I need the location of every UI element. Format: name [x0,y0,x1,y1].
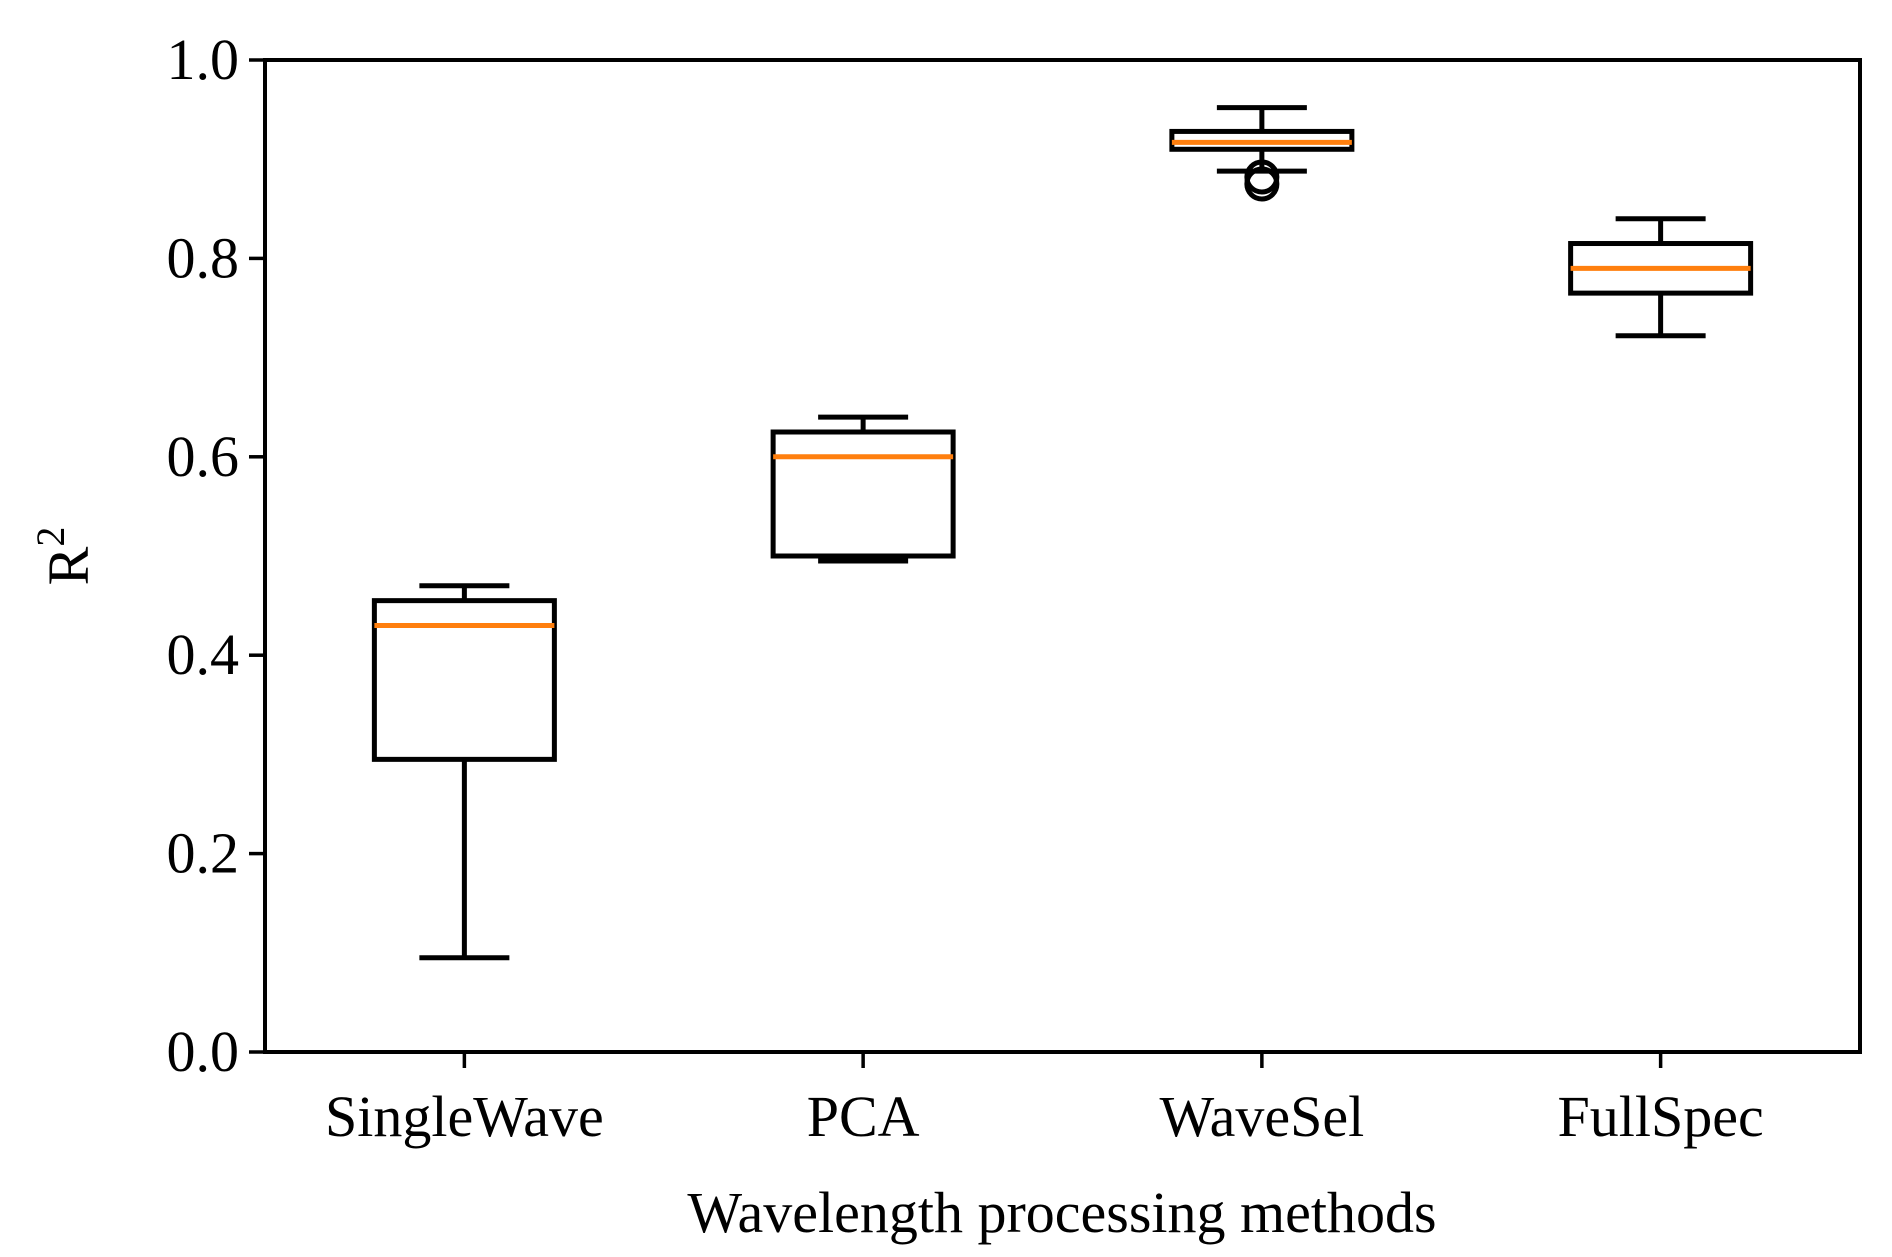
x-tick-label: WaveSel [1160,1084,1365,1149]
y-tick-label: 0.8 [167,225,240,290]
y-axis-title-base: R [36,546,101,585]
outlier-point [1244,159,1280,195]
box-group-wavesel [1169,105,1355,202]
y-tick-label: 0.0 [167,1019,240,1084]
plot-area [371,105,1754,961]
svg-text:R2: R2 [28,527,101,586]
y-axis: 0.0 0.2 0.4 0.6 0.8 1.0 [167,27,265,1084]
box-group-fullspec [1568,216,1754,339]
y-tick-label: 0.4 [167,622,240,687]
iqr-box [770,429,956,559]
x-tick-label: SingleWave [325,1084,604,1149]
box-group-singlewave [371,583,557,961]
x-axis-title: Wavelength processing methods [687,1180,1436,1245]
y-axis-title: R2 [28,527,101,586]
y-tick-label: 0.6 [167,424,240,489]
x-tick-label: FullSpec [1558,1084,1764,1149]
x-axis: SingleWave PCA WaveSel FullSpec [325,1052,1764,1149]
axes-frame [263,58,1862,1054]
y-axis-title-superscript: 2 [28,527,73,547]
y-tick-label: 0.2 [167,821,240,886]
box-group-pca [770,414,956,564]
x-tick-label: PCA [807,1084,920,1149]
y-tick-label: 1.0 [167,27,240,92]
